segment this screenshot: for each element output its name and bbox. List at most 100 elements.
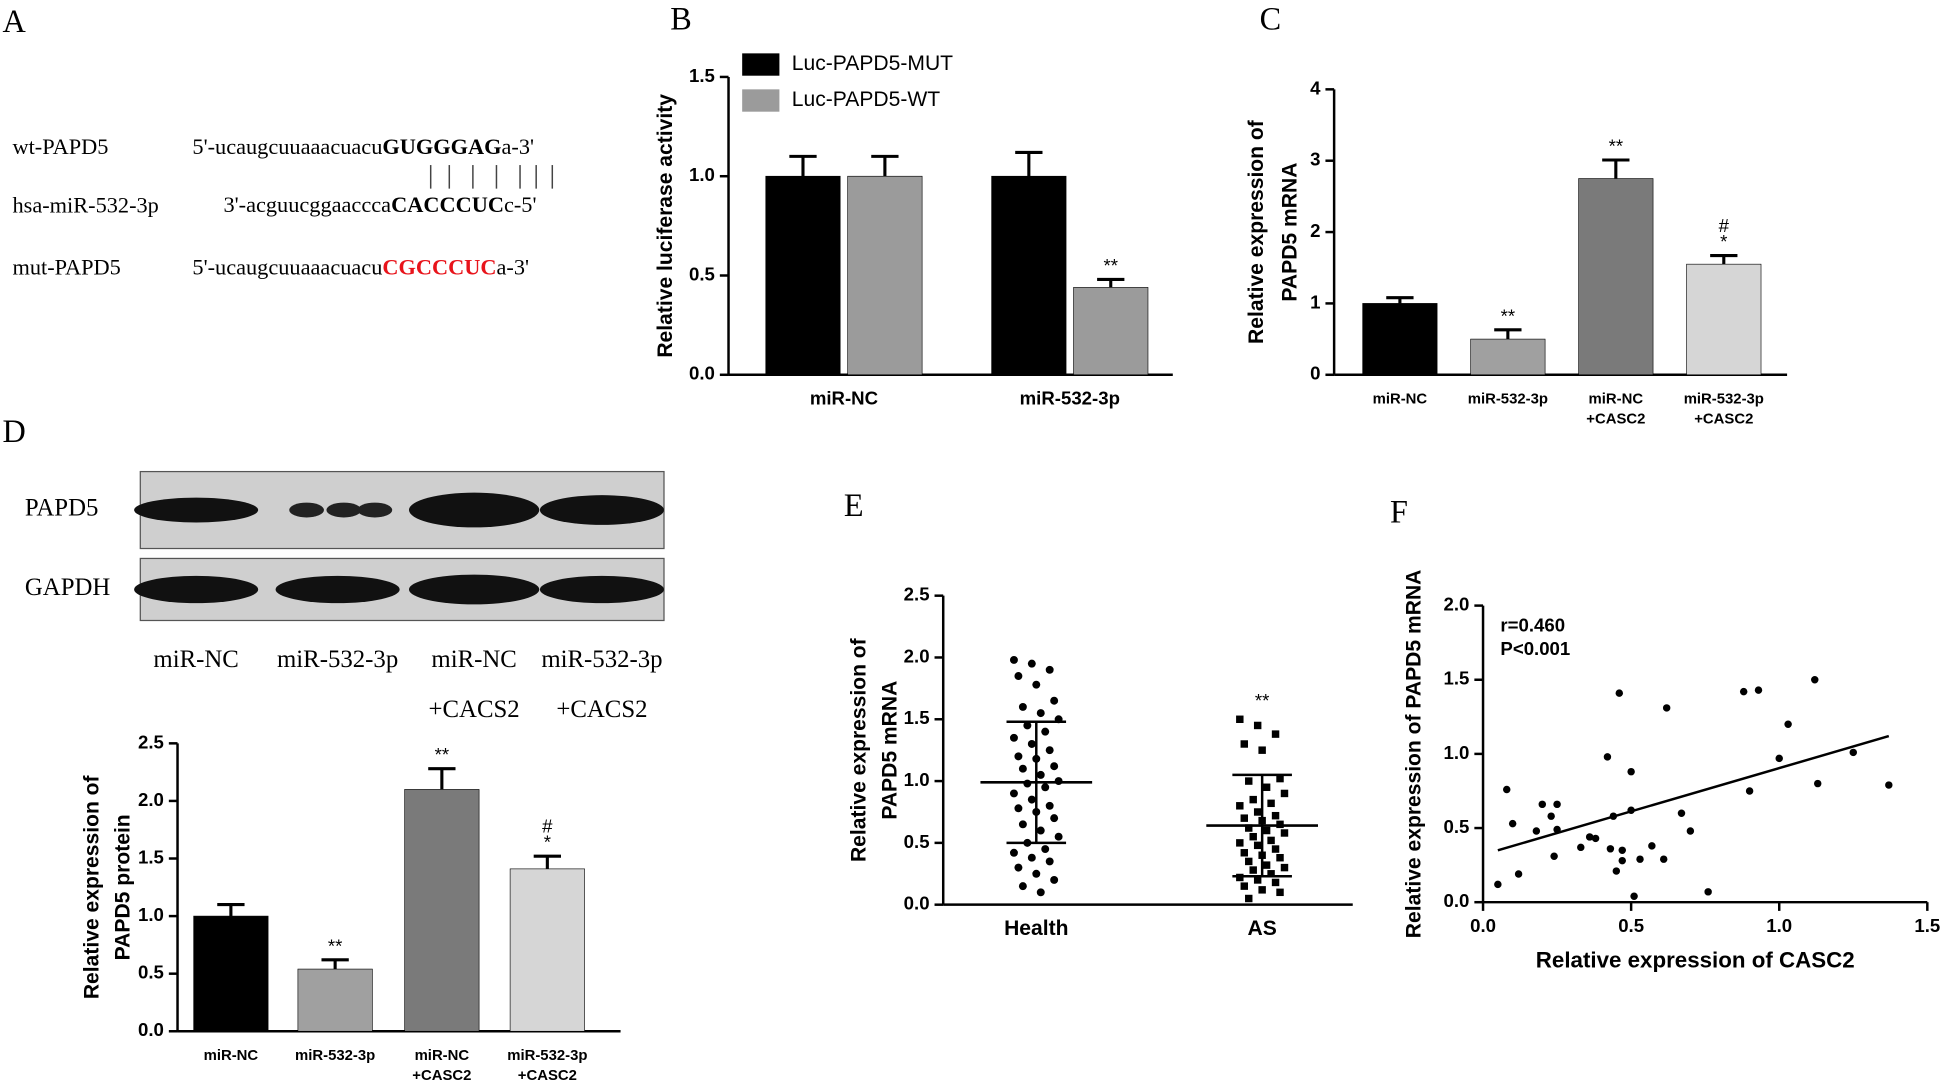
data-point bbox=[1615, 689, 1624, 697]
bar bbox=[404, 789, 480, 1032]
data-point bbox=[1630, 892, 1638, 900]
y-axis-title: Relative expression of PAPD5 mRNA bbox=[1402, 570, 1425, 939]
data-point bbox=[1050, 814, 1059, 823]
y-tick-label: 1.5 bbox=[138, 846, 164, 867]
panel-label: A bbox=[3, 3, 27, 39]
x-tick-label: miR-532-3p bbox=[1684, 392, 1764, 408]
y-tick-label: 3 bbox=[1310, 149, 1320, 170]
y-tick-label: 1.0 bbox=[689, 164, 715, 185]
data-point bbox=[1577, 843, 1585, 852]
data-point bbox=[1267, 799, 1275, 808]
data-point bbox=[1262, 783, 1271, 791]
significance-mark: ** bbox=[1104, 255, 1118, 276]
y-tick-label: 0.0 bbox=[689, 363, 715, 384]
legend-label: Luc-PAPD5-MUT bbox=[792, 52, 953, 75]
legend-swatch bbox=[742, 89, 780, 112]
y-tick-label: 4 bbox=[1310, 77, 1321, 98]
data-point bbox=[1267, 836, 1275, 845]
significance-mark: ** bbox=[1501, 305, 1515, 326]
data-point bbox=[1014, 672, 1023, 680]
sequence-name: wt-PAPD5 bbox=[12, 134, 108, 159]
data-point bbox=[1054, 832, 1063, 841]
data-point bbox=[1236, 715, 1244, 723]
data-point bbox=[1032, 869, 1041, 878]
data-point bbox=[1027, 740, 1036, 748]
y-tick-label: 0.5 bbox=[1444, 816, 1470, 837]
data-point bbox=[1014, 752, 1023, 761]
x-tick-label: 1.0 bbox=[1766, 915, 1792, 936]
data-point bbox=[1014, 804, 1023, 813]
pairing-marks bbox=[429, 165, 554, 189]
panel-label: D bbox=[3, 413, 26, 449]
data-point bbox=[1503, 785, 1511, 794]
data-point bbox=[1262, 826, 1271, 835]
y-tick-label: 2.0 bbox=[138, 789, 164, 810]
lane-label: miR-532-3p bbox=[541, 646, 662, 673]
x-tick-label: Health bbox=[1004, 917, 1068, 940]
y-tick-label: 0.5 bbox=[689, 263, 715, 284]
x-tick-label: miR-NC bbox=[204, 1048, 259, 1064]
y-tick-label: 2.0 bbox=[904, 645, 930, 666]
significance-mark: ** bbox=[435, 744, 449, 765]
y-tick-label: 2.5 bbox=[904, 584, 930, 605]
data-point bbox=[1745, 787, 1754, 795]
data-point bbox=[1618, 856, 1626, 865]
data-point bbox=[1514, 870, 1523, 878]
blot-band bbox=[134, 575, 259, 604]
lane-label: miR-NC bbox=[153, 646, 238, 673]
significance-mark: * bbox=[544, 832, 551, 853]
data-point bbox=[1754, 686, 1763, 694]
panel-label: E bbox=[844, 487, 864, 523]
data-point bbox=[1885, 781, 1893, 789]
data-point bbox=[1618, 846, 1626, 855]
band-label: PAPD5 bbox=[25, 495, 99, 522]
y-tick-label: 1.0 bbox=[904, 769, 930, 790]
data-point bbox=[1775, 754, 1783, 763]
lane-label: miR-NC bbox=[431, 646, 516, 673]
data-point bbox=[1245, 824, 1253, 832]
data-point bbox=[1236, 839, 1244, 847]
blot-band bbox=[275, 575, 400, 604]
y-tick-label: 1.0 bbox=[138, 904, 164, 925]
data-point bbox=[1677, 809, 1686, 817]
panel-label: B bbox=[670, 1, 692, 37]
data-point bbox=[1494, 880, 1502, 889]
data-point bbox=[1547, 812, 1555, 820]
legend-label: Luc-PAPD5-WT bbox=[792, 88, 940, 111]
data-point bbox=[1612, 867, 1621, 875]
data-point bbox=[1240, 849, 1249, 857]
data-point bbox=[1550, 852, 1558, 860]
data-point bbox=[1249, 866, 1257, 874]
x-tick-label: miR-532-3p bbox=[295, 1048, 375, 1064]
y-tick-label: 1.5 bbox=[904, 707, 930, 728]
data-point bbox=[1553, 800, 1561, 809]
band-label: GAPDH bbox=[25, 574, 111, 601]
binding-site: GUGGGAG bbox=[382, 134, 501, 159]
x-tick-label: miR-NC bbox=[415, 1048, 470, 1064]
x-tick-label: 0.0 bbox=[1470, 915, 1496, 936]
y-tick-label: 1.5 bbox=[1444, 668, 1470, 689]
data-point bbox=[1662, 704, 1671, 712]
blot-band bbox=[539, 495, 664, 525]
lane-label: +CACS2 bbox=[429, 696, 520, 723]
data-point bbox=[1603, 753, 1612, 761]
y-tick-label: 0.0 bbox=[904, 893, 930, 914]
data-point bbox=[1027, 795, 1036, 804]
data-point bbox=[1648, 842, 1656, 850]
sequence-suffix: c-5' bbox=[504, 192, 537, 217]
significance-mark: ** bbox=[1255, 690, 1269, 711]
data-point bbox=[1811, 676, 1819, 684]
significance-mark: * bbox=[1720, 231, 1727, 252]
data-point bbox=[1036, 826, 1045, 835]
blot-band bbox=[134, 497, 259, 523]
y-axis-title: PAPD5 mRNA bbox=[879, 681, 902, 820]
y-axis-title: Relative expression of bbox=[81, 774, 104, 999]
data-point bbox=[1009, 655, 1018, 664]
y-tick-label: 1 bbox=[1310, 291, 1320, 312]
data-point bbox=[1027, 659, 1036, 668]
data-point bbox=[1045, 801, 1054, 810]
fit-line bbox=[1497, 734, 1890, 852]
bar bbox=[297, 968, 373, 1032]
data-point bbox=[1686, 827, 1695, 835]
sequence-prefix: 3'-acguucggaaccca bbox=[223, 192, 391, 217]
